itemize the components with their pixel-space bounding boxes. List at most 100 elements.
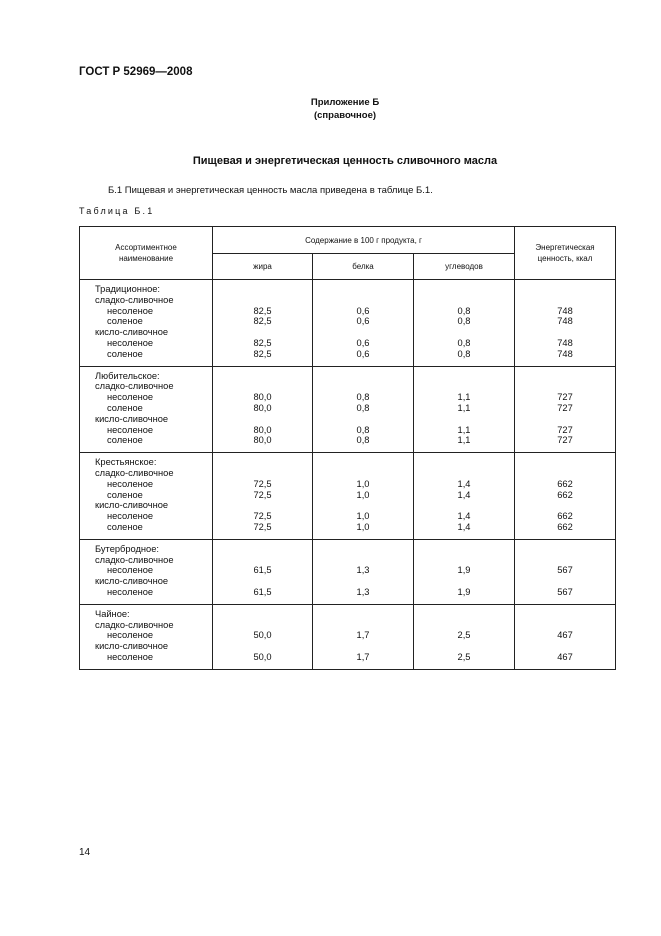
blank-line	[414, 284, 514, 295]
blank-line	[213, 544, 312, 555]
carbs-value: 0,8	[457, 305, 471, 316]
blank-line	[213, 381, 312, 392]
energy-value: 727	[557, 424, 573, 435]
energy-value: 662	[557, 521, 573, 532]
blank-line	[313, 555, 413, 566]
blank-line	[313, 295, 413, 306]
fat-cell: 82,5 82,5 82,5 82,5	[212, 279, 313, 367]
table-row: Традиционное: сладко-сливочное несоленое со…	[79, 279, 617, 367]
carbs-cell: 1,9 1,9	[412, 538, 516, 605]
protein-value: 1,7	[356, 630, 370, 641]
protein-cell: 0,6 0,6 0,6 0,6	[312, 279, 414, 367]
blank-line	[515, 576, 615, 587]
blank-line	[414, 295, 514, 306]
carbs-value: 0,8	[457, 337, 471, 348]
blank-line	[414, 414, 514, 425]
annex-note: (справочное)	[313, 110, 377, 121]
header-fat: жира	[212, 253, 313, 280]
energy-value: 748	[557, 337, 573, 348]
product-variant: соленое	[107, 348, 143, 359]
energy-cell: 567 567	[514, 538, 617, 605]
section-heading: Пищевая и энергетическая ценность сливоч…	[192, 155, 498, 167]
blank-line	[213, 500, 312, 511]
energy-value: 567	[557, 565, 573, 576]
blank-line	[515, 371, 615, 382]
product-variant: соленое	[107, 402, 143, 413]
blank-line	[414, 576, 514, 587]
energy-value: 662	[557, 489, 573, 500]
blank-line	[515, 414, 615, 425]
product-group-name: Бутербродное:	[95, 543, 159, 554]
product-variant: несоленое	[107, 424, 154, 435]
blank-line	[414, 500, 514, 511]
header-energy: Энергетическая ценность, ккал	[514, 226, 617, 280]
fat-value: 50,0	[253, 630, 272, 641]
protein-value: 1,0	[356, 478, 370, 489]
fat-cell: 61,5 61,5	[212, 538, 313, 605]
blank-line	[414, 555, 514, 566]
protein-value: 1,0	[356, 489, 370, 500]
nutrition-table: Ассортиментное наименование Содержание в…	[79, 226, 617, 670]
blank-line	[313, 457, 413, 468]
energy-value: 467	[557, 651, 573, 662]
carbs-value: 1,9	[457, 586, 471, 597]
protein-value: 0,6	[356, 348, 370, 359]
product-name-cell: Крестьянское: сладко-сливочное несоленое со…	[79, 452, 213, 540]
fat-value: 61,5	[253, 565, 272, 576]
protein-value: 1,0	[356, 521, 370, 532]
product-variant: несоленое	[107, 565, 154, 576]
product-variant: соленое	[107, 489, 143, 500]
protein-value: 0,8	[356, 435, 370, 446]
annex-header: Приложение Б (справочное)	[0, 96, 661, 122]
blank-line	[213, 609, 312, 620]
blank-line	[313, 468, 413, 479]
page-number: 14	[79, 847, 91, 858]
carbs-value: 2,5	[457, 630, 471, 641]
fat-value: 61,5	[253, 586, 272, 597]
product-type: сладко-сливочное	[95, 554, 174, 565]
blank-line	[515, 468, 615, 479]
blank-line	[313, 641, 413, 652]
carbs-value: 0,8	[457, 316, 471, 327]
protein-value: 0,6	[356, 337, 370, 348]
product-type: кисло-сливочное	[95, 641, 169, 652]
fat-value: 80,0	[253, 402, 272, 413]
carbs-value: 1,1	[457, 424, 471, 435]
blank-line	[414, 641, 514, 652]
product-variant: соленое	[107, 521, 143, 532]
header-protein: белка	[312, 253, 414, 280]
fat-cell: 50,0 50,0	[212, 603, 313, 670]
blank-line	[414, 327, 514, 338]
blank-line	[414, 468, 514, 479]
blank-line	[213, 468, 312, 479]
fat-value: 72,5	[253, 521, 272, 532]
carbs-cell: 0,8 0,8 0,8 0,8	[412, 279, 516, 367]
carbs-cell: 2,5 2,5	[412, 603, 516, 670]
carbs-cell: 1,4 1,4 1,4 1,4	[412, 452, 516, 540]
carbs-value: 1,1	[457, 435, 471, 446]
energy-value: 662	[557, 511, 573, 522]
blank-line	[313, 544, 413, 555]
product-variant: несоленое	[107, 586, 154, 597]
protein-value: 1,3	[356, 586, 370, 597]
fat-cell: 80,0 80,0 80,0 80,0	[212, 365, 313, 454]
carbs-value: 2,5	[457, 651, 471, 662]
energy-cell: 748 748 748 748	[514, 279, 617, 367]
protein-value: 1,0	[356, 511, 370, 522]
blank-line	[313, 609, 413, 620]
protein-value: 1,3	[356, 565, 370, 576]
energy-value: 748	[557, 348, 573, 359]
blank-line	[414, 609, 514, 620]
blank-line	[313, 284, 413, 295]
fat-cell: 72,5 72,5 72,5 72,5	[212, 452, 313, 540]
protein-value: 0,8	[356, 424, 370, 435]
fat-value: 80,0	[253, 424, 272, 435]
product-type: кисло-сливочное	[95, 576, 169, 587]
protein-cell: 1,3 1,3	[312, 538, 414, 605]
energy-value: 727	[557, 435, 573, 446]
blank-line	[515, 327, 615, 338]
blank-line	[515, 620, 615, 631]
blank-line	[414, 620, 514, 631]
product-variant: несоленое	[107, 478, 154, 489]
blank-line	[213, 327, 312, 338]
